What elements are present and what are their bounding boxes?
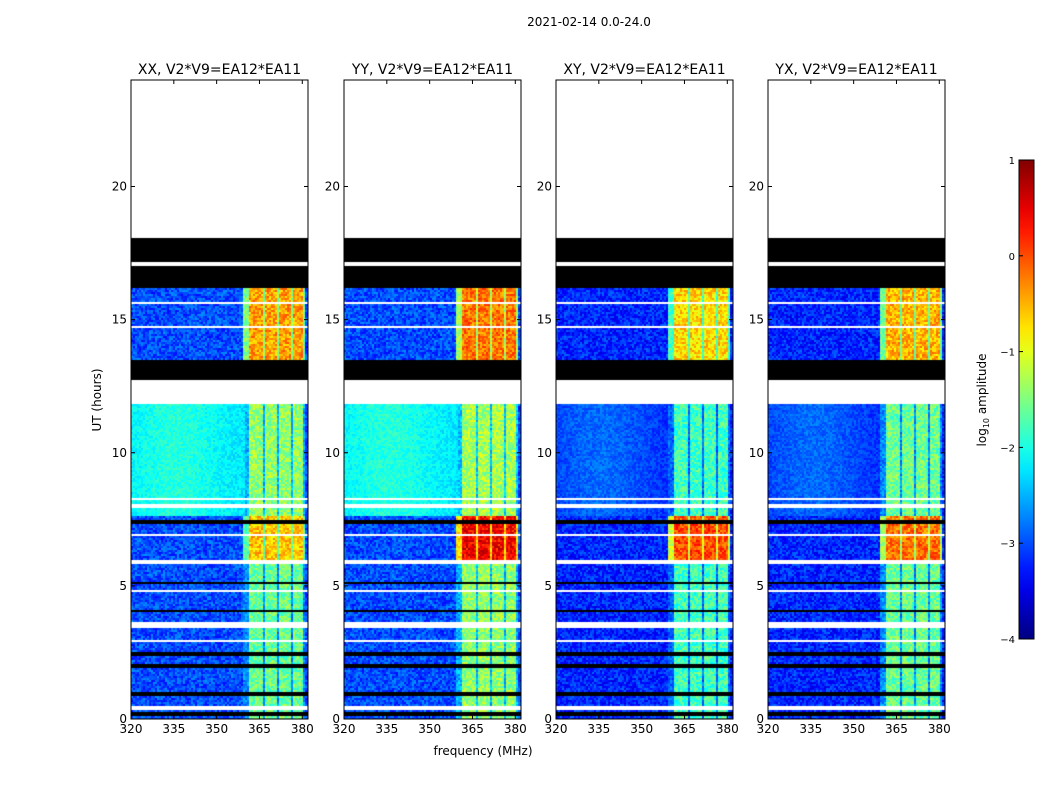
x-tick-label: 320 [120,722,143,736]
colorbar-tick-label: −4 [1000,635,1015,646]
x-tick-label: 320 [545,722,568,736]
x-tick-label: 350 [630,722,653,736]
heatmap-image [768,80,945,719]
axes-frame [555,79,734,720]
panel-title: YX, V2*V9=EA12*EA11 [774,62,937,78]
y-tick-label: 20 [749,180,764,194]
y-tick-label: 20 [112,180,127,194]
x-tick-label: 320 [757,722,780,736]
y-tick-label: 10 [112,446,127,460]
y-tick-label: 15 [325,313,340,327]
panel-title: YY, V2*V9=EA12*EA11 [351,62,513,78]
x-tick-label: 335 [587,722,610,736]
colorbar-label: log10 amplitude [975,354,991,447]
y-tick-label: 0 [332,712,340,726]
colorbar-tick-label: 0 [1009,252,1015,263]
x-tick-label: 365 [461,722,484,736]
x-tick-label: 380 [716,722,739,736]
heatmap-image [556,80,733,719]
y-tick-label: 10 [749,446,764,460]
x-tick-label: 320 [333,722,356,736]
x-axis-label: frequency (MHz) [433,744,532,758]
y-tick-label: 5 [544,579,552,593]
x-tick-label: 365 [885,722,908,736]
colorbar-tick-label: 1 [1009,156,1015,167]
y-tick-label: 15 [749,313,764,327]
x-tick-label: 335 [162,722,185,736]
y-tick-label: 0 [756,712,764,726]
x-tick-label: 365 [248,722,271,736]
colorbar: log10 amplitude −4 −3 −2 −1 0 1 [975,156,1035,646]
y-tick-label: 0 [544,712,552,726]
panel-4: YX, V2*V9=EA12*EA11 320 335 350 365 380 0 5 10 15… [749,62,951,736]
axes-frame [343,79,522,720]
y-tick-label: 10 [325,446,340,460]
panels: XX, V2*V9=EA12*EA11 320 335 350 365 380 0 5 10 15… [112,62,951,736]
heatmap-image [131,80,308,719]
panel-2: YY, V2*V9=EA12*EA11 320 335 350 365 380 0 5 10 15… [325,62,527,736]
panel-1: XX, V2*V9=EA12*EA11 320 335 350 365 380 0 5 10 15… [112,62,314,736]
x-tick-label: 380 [504,722,527,736]
x-tick-label: 380 [291,722,314,736]
x-tick-label: 365 [673,722,696,736]
y-tick-label: 15 [537,313,552,327]
axes-frame [130,79,309,720]
y-tick-label: 5 [332,579,340,593]
x-tick-label: 350 [418,722,441,736]
colorbar-tick-label: −3 [1000,539,1015,550]
y-axis-label: UT (hours) [90,368,104,431]
colorbar-gradient [1018,159,1035,640]
y-tick-label: 5 [756,579,764,593]
heatmap-image [344,80,521,719]
x-tick-label: 335 [799,722,822,736]
y-tick-label: 20 [325,180,340,194]
y-tick-label: 0 [119,712,127,726]
figure-suptitle: 2021-02-14 0.0-24.0 [527,15,651,29]
panel-3: XY, V2*V9=EA12*EA11 320 335 350 365 380 0 5 10 15… [537,62,739,736]
x-tick-label: 380 [928,722,951,736]
x-tick-label: 335 [375,722,398,736]
x-tick-label: 350 [205,722,228,736]
colorbar-tick-label: −2 [1000,443,1015,454]
panel-title: XY, V2*V9=EA12*EA11 [563,62,725,78]
panel-title: XX, V2*V9=EA12*EA11 [138,62,301,78]
x-tick-label: 350 [842,722,865,736]
y-tick-label: 5 [119,579,127,593]
axes-frame [767,79,946,720]
y-tick-label: 15 [112,313,127,327]
colorbar-tick-label: −1 [1000,348,1015,359]
y-tick-label: 10 [537,446,552,460]
y-tick-label: 20 [537,180,552,194]
